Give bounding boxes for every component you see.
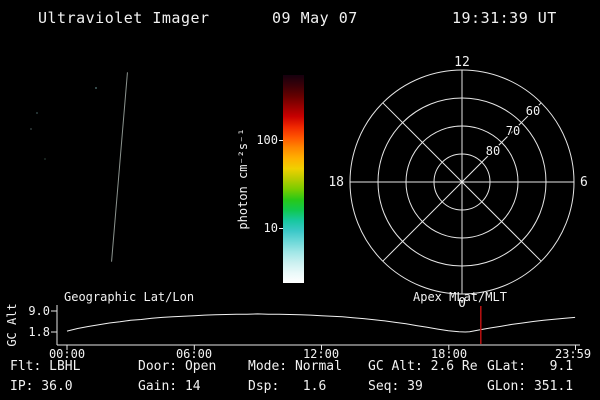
colorbar-tickmark	[279, 140, 283, 141]
date-display: 09 May 07	[272, 9, 358, 27]
annotation-apex: Apex MLat/MLT	[413, 290, 507, 304]
status-mode: Mode: Normal	[248, 359, 342, 374]
x-tick-0600: 06:00	[176, 347, 212, 361]
orbit-axis-labels: 00:00 06:00 12:00 18:00 23:59 9.0 1.8 GC…	[5, 290, 591, 361]
x-tick-0000: 00:00	[49, 347, 85, 361]
annotation-geographic: Geographic Lat/Lon	[64, 290, 194, 304]
status-door: Door: Open	[138, 359, 217, 374]
status-dsp: Dsp: 1.6	[248, 379, 327, 394]
mlt-label-18: 18	[328, 175, 344, 190]
polar-dial-grid	[349, 69, 575, 295]
orbit-axes	[51, 305, 580, 350]
y-tick-9: 9.0	[28, 304, 50, 318]
x-tick-1200: 12:00	[303, 347, 339, 361]
status-flt: Flt: LBHL	[10, 359, 81, 374]
image-artifact-dot	[44, 158, 46, 160]
polar-dial-labels: 12 0 18 6 60 70 80	[328, 55, 587, 311]
lat-label-80: 80	[486, 144, 500, 158]
colorbar-tick-10: 10	[263, 221, 278, 235]
y-tick-1-8: 1.8	[28, 325, 50, 339]
app-title: Ultraviolet Imager	[38, 9, 210, 27]
colorbar-tickmark	[279, 228, 283, 229]
status-gcalt: GC Alt: 2.6 Re	[368, 359, 478, 374]
polar-spoke-diagonal	[382, 102, 542, 262]
status-gain: Gain: 14	[138, 379, 201, 394]
status-seq: Seq: 39	[368, 379, 423, 394]
lat-label-60: 60	[526, 104, 540, 118]
status-ip: IP: 36.0	[10, 379, 73, 394]
colorbar-tick-100: 100	[256, 133, 278, 147]
mlt-label-12: 12	[454, 55, 470, 70]
mlt-label-0: 0	[458, 296, 466, 311]
colorbar-gradient	[283, 75, 304, 283]
orbit-y-axis-title: GC Alt	[5, 303, 19, 346]
image-artifact-dot	[95, 87, 97, 89]
time-display: 19:31:39 UT	[452, 9, 557, 27]
x-tick-2359: 23:59	[555, 347, 591, 361]
status-glon: GLon: 351.1	[487, 379, 574, 394]
gc-alt-curve	[66, 306, 576, 344]
status-glat: GLat: 9.1	[487, 359, 574, 374]
image-artifact-dot	[30, 128, 32, 130]
lat-label-70: 70	[506, 124, 520, 138]
mlt-label-6: 6	[580, 175, 588, 190]
x-tick-1800: 18:00	[431, 347, 467, 361]
image-artifact-dot	[36, 112, 38, 114]
